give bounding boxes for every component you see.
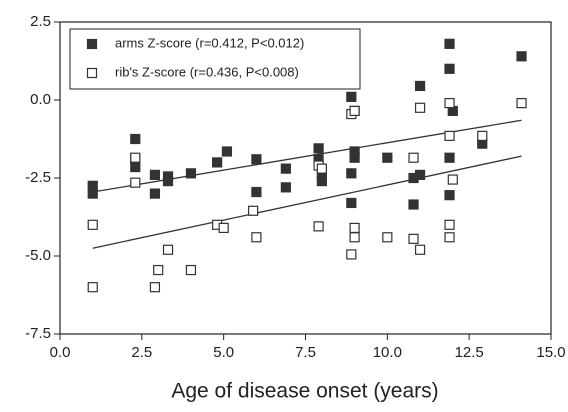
point <box>477 130 488 141</box>
point <box>346 197 357 209</box>
point <box>87 282 98 293</box>
point <box>149 188 161 199</box>
point <box>516 51 527 62</box>
point <box>149 169 161 180</box>
point <box>349 222 360 234</box>
point <box>382 232 393 243</box>
point <box>382 152 393 163</box>
point <box>346 168 357 179</box>
point <box>130 133 141 145</box>
y-tick-label: -2.5 <box>25 169 51 186</box>
point <box>251 154 262 165</box>
point <box>447 174 458 185</box>
trend-line <box>92 155 522 249</box>
y-tick-label: 2.5 <box>30 13 51 30</box>
point <box>162 176 174 187</box>
point <box>349 105 360 117</box>
x-axis-label: Age of disease onset (years) <box>171 380 438 403</box>
legend-marker <box>86 67 98 79</box>
legend-label: arms Z-score (r=0.412, P<0.012) <box>115 35 304 50</box>
point <box>130 161 141 173</box>
point <box>444 152 455 163</box>
point <box>414 169 426 180</box>
point <box>408 233 419 244</box>
y-tick-label: 0.0 <box>30 91 51 108</box>
point <box>212 157 223 168</box>
point <box>251 186 262 198</box>
x-tick-label: 2.5 <box>131 344 152 361</box>
point <box>346 91 357 102</box>
x-tick-label: 15.0 <box>536 344 565 361</box>
point <box>516 98 527 109</box>
legend-box <box>69 28 361 90</box>
x-tick-label: 5.0 <box>213 344 234 361</box>
point <box>162 244 174 255</box>
point <box>444 190 455 201</box>
point <box>149 282 161 293</box>
point <box>349 232 360 243</box>
point <box>130 152 141 163</box>
point <box>444 232 455 243</box>
x-tick-label: 7.5 <box>295 344 316 361</box>
y-tick-label: -5.0 <box>25 247 51 264</box>
point <box>444 98 455 109</box>
point <box>218 222 229 234</box>
point <box>408 199 419 210</box>
point <box>444 219 455 230</box>
point <box>221 146 233 157</box>
point <box>280 163 291 174</box>
legend-marker <box>86 38 98 50</box>
point <box>248 205 259 216</box>
point <box>185 168 197 179</box>
point <box>280 182 291 193</box>
point <box>414 244 426 255</box>
point <box>185 264 197 276</box>
point <box>349 152 360 163</box>
point <box>313 221 324 232</box>
point <box>313 143 324 154</box>
point <box>87 219 98 230</box>
point <box>251 232 262 243</box>
point <box>130 177 141 188</box>
point <box>444 130 455 141</box>
x-tick-label: 12.5 <box>455 344 484 361</box>
point <box>444 38 455 49</box>
point <box>414 102 426 113</box>
point <box>444 63 455 74</box>
legend-label: rib's Z-score (r=0.436, P<0.008) <box>115 64 299 79</box>
point <box>408 152 419 163</box>
x-tick-label: 10.0 <box>373 344 402 361</box>
point <box>153 264 164 276</box>
point <box>414 80 426 92</box>
x-tick-label: 0.0 <box>50 344 71 361</box>
point <box>87 188 98 199</box>
point <box>316 163 327 174</box>
y-tick-label: -7.5 <box>25 325 51 342</box>
point <box>346 249 357 260</box>
